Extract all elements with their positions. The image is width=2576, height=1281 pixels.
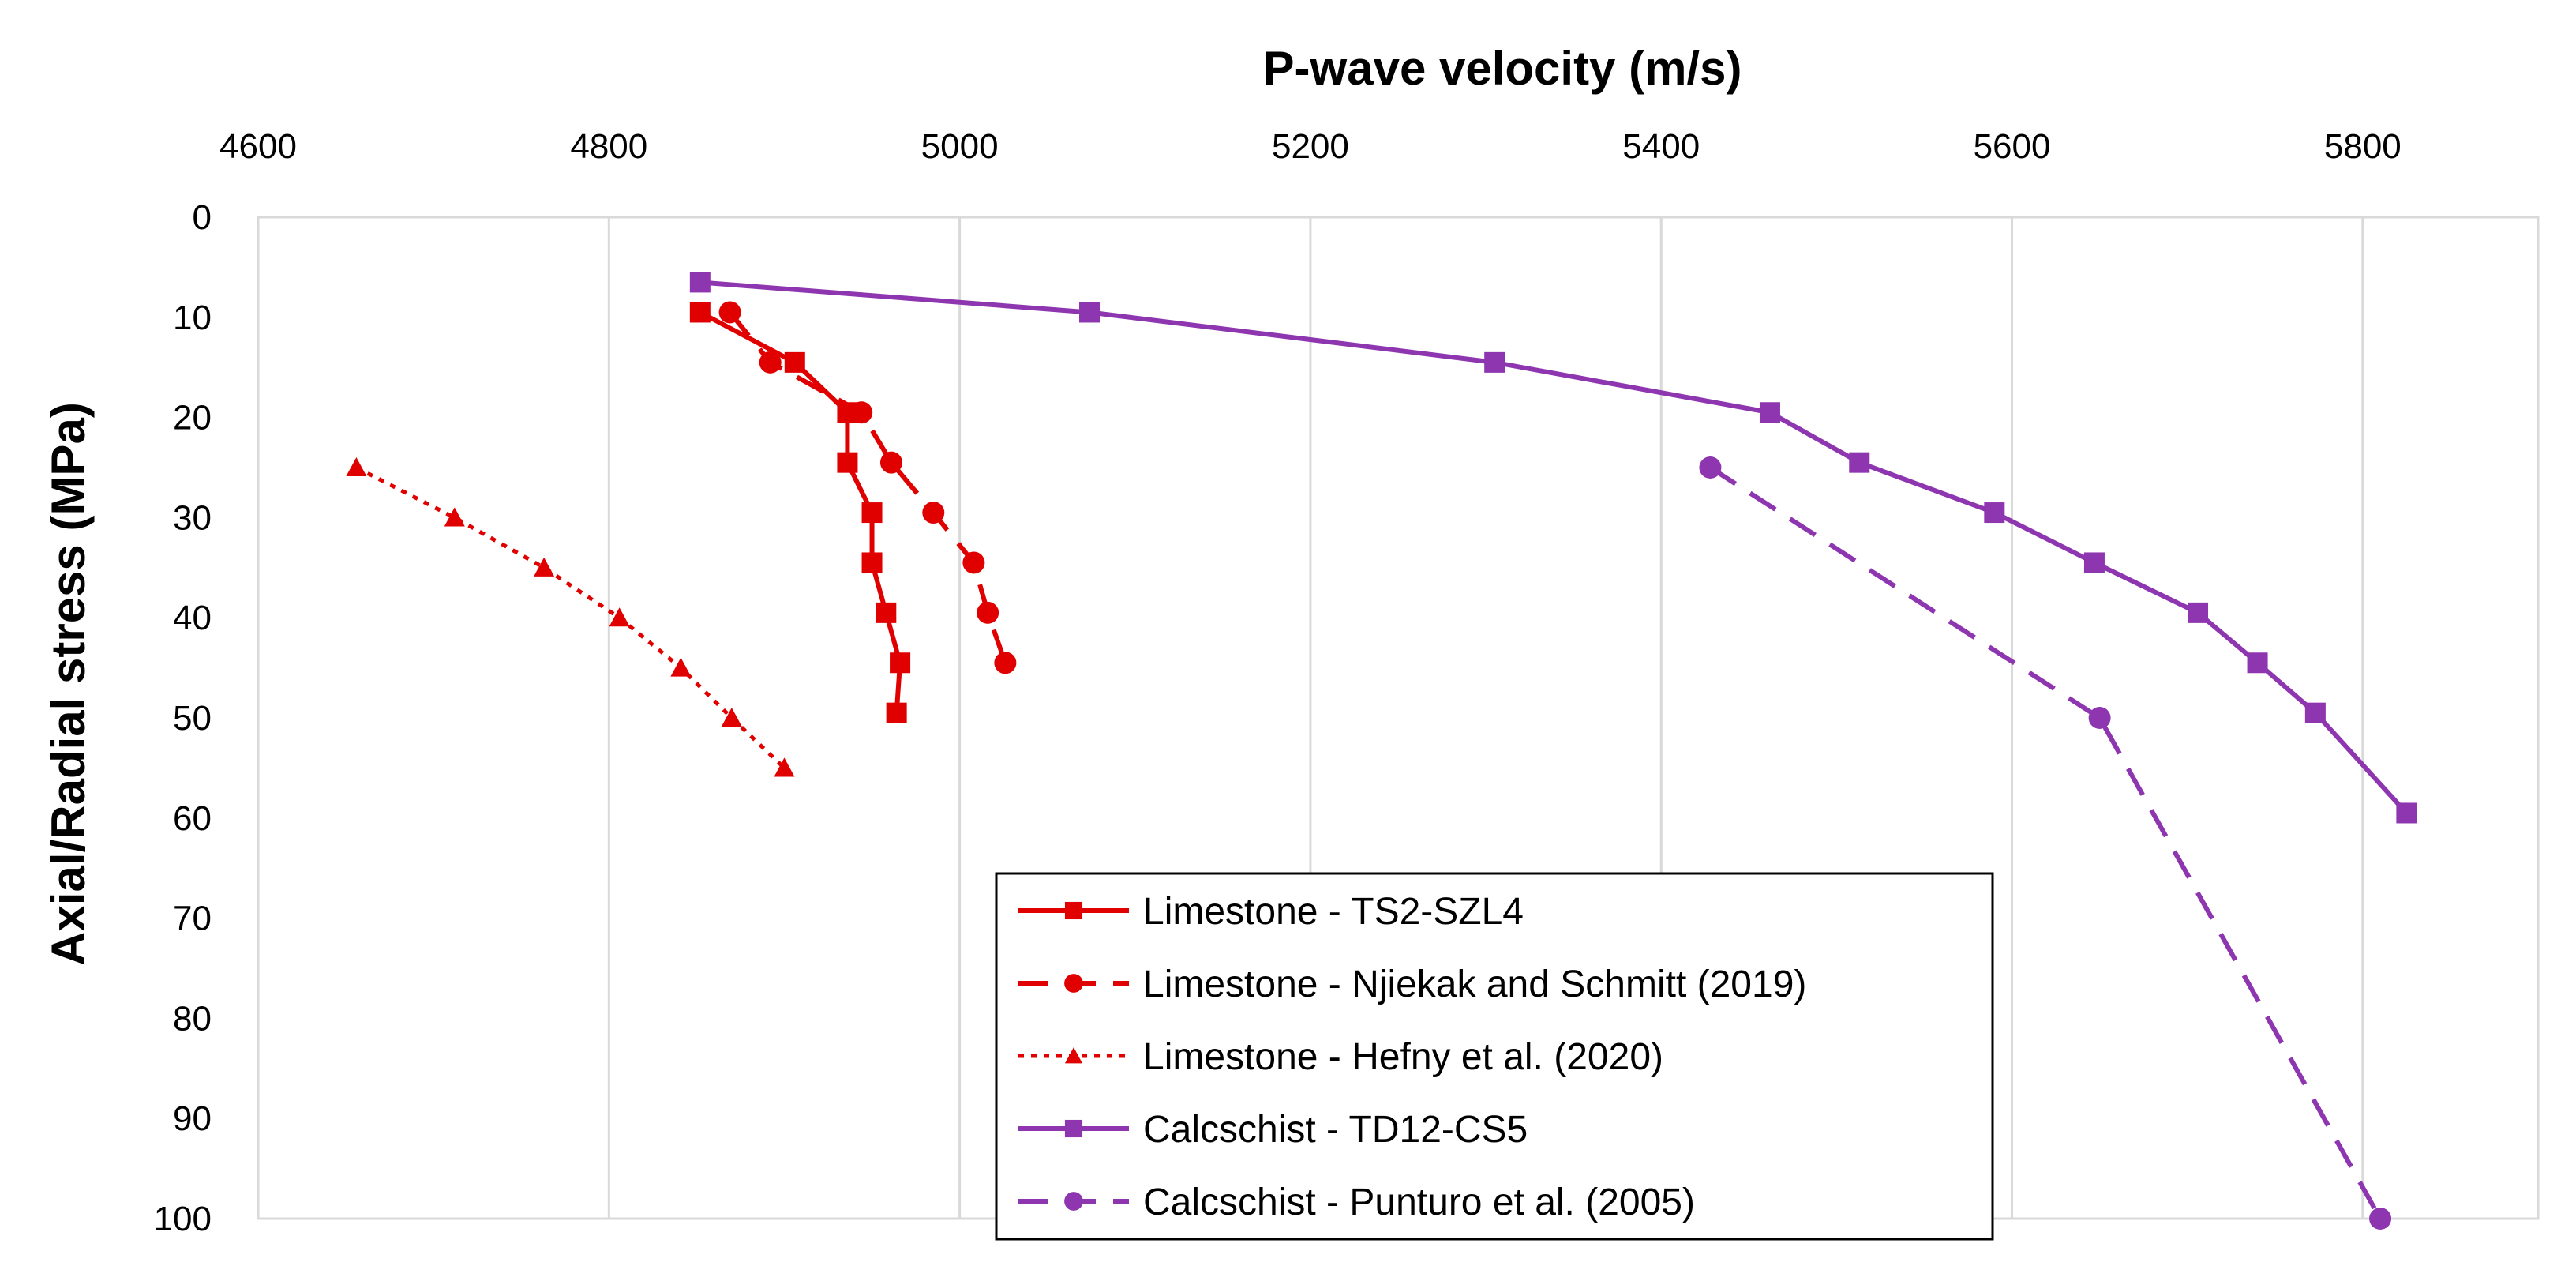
series-4 — [689, 272, 2417, 824]
data-point — [721, 708, 742, 727]
y-tick-label: 100 — [154, 1200, 212, 1238]
data-point — [2188, 602, 2209, 623]
data-point — [784, 351, 805, 373]
legend-marker — [1064, 1046, 1083, 1064]
legend-label: Limestone - TS2-SZL4 — [1143, 891, 1524, 933]
data-point — [2396, 802, 2417, 824]
data-point — [1079, 302, 1101, 323]
data-point — [837, 452, 858, 473]
data-point — [2369, 1208, 2392, 1230]
legend-marker — [1064, 1119, 1083, 1138]
y-tick-label: 20 — [173, 399, 212, 438]
series-2 — [718, 301, 1017, 674]
x-tick-label: 5000 — [921, 127, 999, 166]
data-point — [2247, 652, 2268, 674]
data-point — [886, 702, 907, 723]
data-point — [1984, 502, 2005, 524]
x-tick-label: 4600 — [219, 127, 297, 166]
tick-labels: 4600 4800 5000 5200 5400 5600 5800 0 10 20 30 40 50 6… — [154, 127, 2402, 1238]
y-tick-label: 60 — [173, 799, 212, 838]
legend-item: Limestone - Hefny et al. (2020) — [1018, 1036, 1663, 1078]
data-point — [444, 507, 465, 527]
series-line — [1708, 465, 2383, 1220]
x-tick-label: 5200 — [1272, 127, 1349, 166]
data-point — [1484, 351, 1505, 373]
data-point — [962, 551, 985, 574]
legend-label: Limestone - Hefny et al. (2020) — [1143, 1036, 1663, 1078]
data-point — [718, 301, 741, 324]
y-tick-label: 10 — [173, 299, 212, 337]
legend-items: Limestone - TS2-SZL4 Limestone - Njiekak … — [1018, 891, 1806, 1223]
legend-item: Limestone - TS2-SZL4 — [1018, 891, 1524, 933]
series-3 — [346, 457, 795, 777]
data-point — [861, 502, 883, 524]
legend-label: Calcschist - TD12-CS5 — [1143, 1109, 1528, 1151]
legend-label: Limestone - Njiekak and Schmitt (2019) — [1143, 964, 1806, 1005]
series-5 — [1699, 456, 2392, 1230]
legend-marker — [1064, 1192, 1083, 1211]
data-point — [861, 552, 883, 573]
series-layer — [346, 272, 2417, 1230]
legend-item: Calcschist - Punturo et al. (2005) — [1018, 1181, 1695, 1223]
data-point — [689, 272, 711, 293]
legend-marker — [1064, 901, 1083, 920]
y-tick-label: 80 — [173, 999, 212, 1038]
data-point — [879, 451, 902, 474]
y-tick-label: 50 — [173, 699, 212, 738]
legend-item: Limestone - Njiekak and Schmitt (2019) — [1018, 964, 1806, 1005]
data-point — [1699, 456, 1722, 479]
data-point — [876, 602, 897, 623]
legend-box — [995, 872, 1994, 1241]
data-point — [689, 302, 711, 323]
data-point — [346, 457, 367, 477]
data-point — [774, 757, 795, 777]
x-tick-label: 5800 — [2324, 127, 2402, 166]
data-point — [977, 601, 999, 624]
data-point — [922, 502, 945, 524]
y-axis-title: Axial/Radial stress (MPa) — [42, 402, 95, 966]
data-point — [609, 607, 630, 627]
data-point — [759, 351, 782, 374]
legend-item: Calcschist - TD12-CS5 — [1018, 1109, 1528, 1151]
data-point — [670, 657, 692, 677]
legend-marker — [1064, 974, 1083, 993]
series-1 — [689, 302, 911, 723]
x-tick-label: 5400 — [1622, 127, 1700, 166]
data-point — [2088, 707, 2111, 729]
data-point — [2083, 552, 2105, 573]
data-point — [534, 557, 555, 577]
y-tick-label: 30 — [173, 498, 212, 537]
y-tick-label: 40 — [173, 599, 212, 637]
data-point — [850, 401, 873, 424]
x-tick-label: 4800 — [570, 127, 647, 166]
data-point — [1849, 452, 1870, 473]
x-axis-title: P-wave velocity (m/s) — [1263, 42, 1742, 95]
x-tick-label: 5600 — [1974, 127, 2051, 166]
data-point — [994, 652, 1017, 674]
legend-label: Calcschist - Punturo et al. (2005) — [1143, 1181, 1695, 1223]
y-tick-label: 90 — [173, 1099, 212, 1138]
data-point — [2304, 702, 2326, 723]
legend: Limestone - TS2-SZL4 Limestone - Njiekak … — [995, 872, 1994, 1241]
data-point — [890, 652, 911, 674]
y-tick-label: 0 — [193, 198, 212, 237]
y-tick-label: 70 — [173, 900, 212, 938]
data-point — [1759, 402, 1780, 423]
